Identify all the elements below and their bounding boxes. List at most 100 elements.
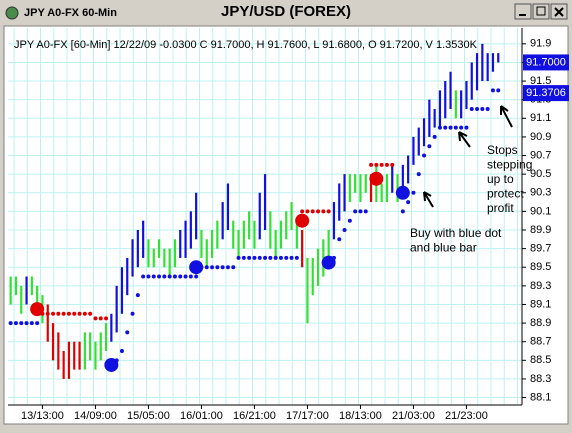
y-tick-label: 90.1 xyxy=(530,205,551,217)
stop-dot xyxy=(183,274,188,279)
signal-dot xyxy=(321,255,336,270)
stop-dot xyxy=(278,255,283,260)
signal-dot xyxy=(30,302,45,317)
stop-dot xyxy=(400,209,405,214)
annotation-text: Stops xyxy=(487,143,518,157)
signal-dot xyxy=(369,171,384,186)
stop-dot xyxy=(374,162,379,167)
stop-dot xyxy=(257,255,262,260)
stop-dot xyxy=(215,265,220,270)
stop-dot xyxy=(167,274,172,279)
y-tick-label: 89.7 xyxy=(530,243,551,255)
arrow xyxy=(500,105,513,128)
price-tag xyxy=(523,54,569,71)
stop-dot xyxy=(146,274,151,279)
stop-dot xyxy=(162,274,167,279)
price-tag-label: 91.7000 xyxy=(526,56,566,68)
y-tick-label: 91.5 xyxy=(530,75,551,87)
y-tick-label: 89.3 xyxy=(530,280,551,292)
stop-dot xyxy=(448,125,453,130)
arrow xyxy=(458,131,471,148)
price-tag-label: 91.3706 xyxy=(526,87,566,99)
stop-dot xyxy=(231,265,236,270)
x-tick-label: 13/13:00 xyxy=(21,410,64,422)
stop-dot xyxy=(104,316,109,321)
y-tick-label: 90.3 xyxy=(530,187,551,199)
info-line: JPY A0-FX [60-Min] 12/22/09 -0.0300 C 91… xyxy=(14,39,478,51)
stop-dot xyxy=(24,321,29,326)
annotation-text: stepping xyxy=(487,158,532,172)
stop-dot xyxy=(98,316,103,321)
stop-dot xyxy=(19,321,24,326)
stop-dot xyxy=(268,255,273,260)
x-tick-label: 17/17:00 xyxy=(286,410,329,422)
stop-dot xyxy=(194,274,199,279)
stop-dot xyxy=(252,255,257,260)
signal-dot xyxy=(395,185,410,200)
stop-dot xyxy=(464,125,469,130)
plot xyxy=(8,28,522,405)
stop-dot xyxy=(88,311,93,316)
stop-dot xyxy=(172,274,177,279)
y-tick-label: 88.9 xyxy=(530,317,551,329)
stop-dot xyxy=(437,125,442,130)
y-tick-label: 90.5 xyxy=(530,168,551,180)
stop-dot xyxy=(289,255,294,260)
stop-dot xyxy=(45,311,50,316)
stop-dot xyxy=(157,274,162,279)
stop-dot xyxy=(422,153,427,158)
stop-dot xyxy=(406,200,411,205)
stop-dot xyxy=(225,265,230,270)
stop-dot xyxy=(51,311,56,316)
x-tick-label: 21/23:00 xyxy=(445,410,488,422)
stop-dot xyxy=(300,209,305,214)
stop-dot xyxy=(135,293,140,298)
x-tick-label: 18/13:00 xyxy=(339,410,382,422)
y-tick-label: 88.5 xyxy=(530,354,551,366)
window-buttons[interactable] xyxy=(514,3,568,20)
stop-dot xyxy=(305,209,310,214)
stop-dot xyxy=(247,255,252,260)
stop-dot xyxy=(321,209,326,214)
stop-dot xyxy=(443,125,448,130)
chart-title: JPY/USD (FOREX) xyxy=(221,3,351,20)
stop-dot xyxy=(411,190,416,195)
y-tick-label: 90.7 xyxy=(530,149,551,161)
arrow xyxy=(423,191,434,208)
minimize-button[interactable] xyxy=(514,3,532,20)
stop-dot xyxy=(384,162,389,167)
y-tick-label: 91.9 xyxy=(530,38,551,50)
stop-dot xyxy=(353,209,358,214)
stop-dot xyxy=(93,316,98,321)
stop-dot xyxy=(469,106,474,111)
title-bar xyxy=(2,2,570,24)
x-tick-label: 21/03:00 xyxy=(392,410,435,422)
y-tick-label: 88.7 xyxy=(530,336,551,348)
y-tick-label: 89.1 xyxy=(530,298,551,310)
stop-dot xyxy=(72,311,77,316)
stop-dot xyxy=(188,274,193,279)
stop-dot xyxy=(347,218,352,223)
stop-dot xyxy=(496,88,501,93)
signal-dot xyxy=(189,260,204,275)
y-tick-label: 90.9 xyxy=(530,131,551,143)
annotation-text: protect xyxy=(487,187,524,201)
stop-dot xyxy=(125,330,130,335)
stop-dot xyxy=(220,265,225,270)
annotation-text: and blue bar xyxy=(410,241,477,255)
stop-dot xyxy=(490,88,495,93)
stop-dot xyxy=(204,265,209,270)
stop-dot xyxy=(294,255,299,260)
stop-dot xyxy=(236,255,241,260)
stop-dot xyxy=(316,209,321,214)
stop-dot xyxy=(363,209,368,214)
stop-dot xyxy=(56,311,61,316)
stop-dot xyxy=(8,321,13,326)
stop-dot xyxy=(178,274,183,279)
stop-dot xyxy=(241,255,246,260)
signal-dot xyxy=(104,357,119,372)
price-tag xyxy=(523,85,569,102)
maximize-button[interactable] xyxy=(532,3,550,20)
